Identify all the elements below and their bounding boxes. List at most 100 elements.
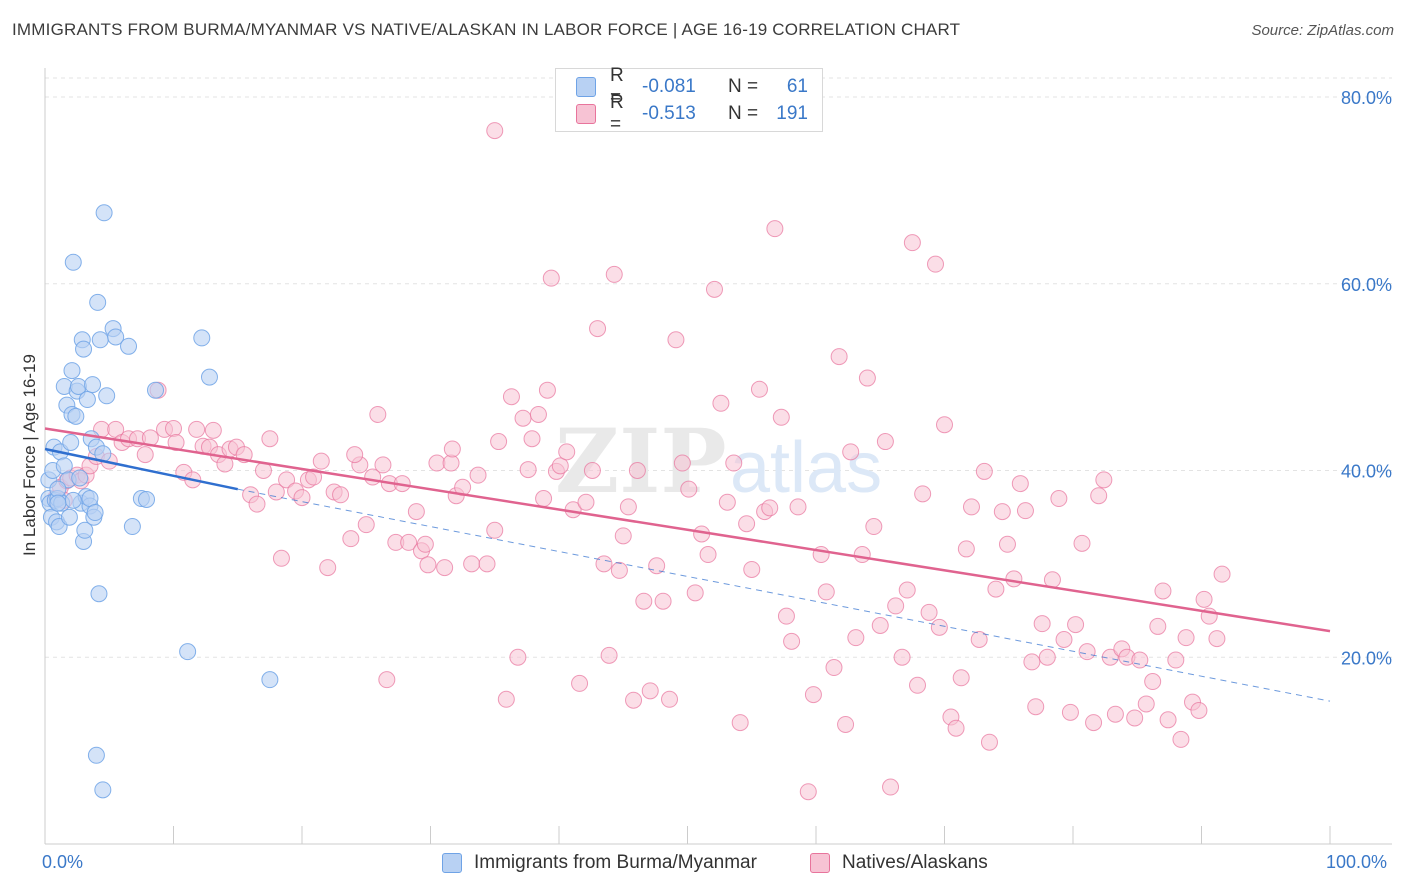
native-point [442, 454, 460, 472]
burma-point [120, 337, 138, 355]
native-point [416, 535, 434, 553]
native-point [654, 592, 672, 610]
burma-point [62, 433, 80, 451]
burma-point [147, 381, 165, 399]
native-point [595, 555, 613, 573]
native-point [853, 546, 871, 564]
native-point [478, 555, 496, 573]
native-point [529, 405, 547, 423]
native-point [738, 515, 756, 533]
native-point [469, 466, 487, 484]
native-point [772, 408, 790, 426]
native-point [497, 690, 515, 708]
x-tick-label-min: 0.0% [42, 852, 84, 872]
burma-point [71, 469, 89, 487]
native-point [619, 498, 637, 516]
native-point [272, 549, 290, 567]
native-point [993, 503, 1011, 521]
native-point [898, 581, 916, 599]
native-point [509, 648, 527, 666]
native-trend-line [44, 427, 1331, 633]
native-point [673, 454, 691, 472]
native-point [1090, 487, 1108, 505]
burma-point [87, 746, 105, 764]
burma-point [123, 518, 141, 536]
native-point [783, 632, 801, 650]
native-point [369, 405, 387, 423]
bottom-legend-burma: Immigrants from Burma/Myanmar [442, 852, 757, 874]
native-point [1190, 701, 1208, 719]
native-point [1126, 709, 1144, 727]
native-point [1137, 695, 1155, 713]
native-point [502, 388, 520, 406]
native-point [1095, 471, 1113, 489]
native-point [876, 433, 894, 451]
native-point [1208, 630, 1226, 648]
burma-point [261, 671, 279, 689]
native-point [486, 122, 504, 140]
native-point [799, 783, 817, 801]
native-point [1078, 643, 1096, 661]
legend-n-label: N = [728, 76, 759, 97]
native-point [305, 468, 323, 486]
y-tick-label: 40.0% [1341, 462, 1392, 482]
native-point [1023, 653, 1041, 671]
native-point [1038, 648, 1056, 666]
native-point [914, 485, 932, 503]
native-point [204, 421, 222, 439]
native-point [1159, 711, 1177, 729]
native-point [589, 320, 607, 338]
burma-point [94, 781, 112, 799]
burma-point [75, 340, 93, 358]
native-point [980, 733, 998, 751]
legend-row-burma: R = -0.081 N = 61 [576, 65, 808, 108]
native-point [167, 433, 185, 451]
burma-point [64, 491, 82, 509]
burma-point [84, 376, 102, 394]
burma-trend-dashed [237, 488, 1331, 702]
native-point [1033, 615, 1051, 633]
native-point [407, 503, 425, 521]
native-point [699, 546, 717, 564]
burma-point [90, 585, 108, 603]
native-point [519, 461, 537, 479]
native-point [712, 394, 730, 412]
native-point [667, 331, 685, 349]
native-point [614, 527, 632, 545]
chart-title: IMMIGRANTS FROM BURMA/MYANMAR VS NATIVE/… [12, 20, 961, 39]
native-point [577, 493, 595, 511]
native-point [1061, 703, 1079, 721]
native-point [858, 369, 876, 387]
burma-point [138, 490, 156, 508]
native-point [970, 631, 988, 649]
native-point [871, 617, 889, 635]
y-tick-label: 60.0% [1341, 275, 1392, 295]
burma-point [193, 329, 211, 347]
native-point [1016, 502, 1034, 520]
native-point [766, 220, 784, 238]
bottom-legend-label: Immigrants from Burma/Myanmar [474, 852, 757, 873]
native-point [1011, 475, 1029, 493]
native-point [975, 462, 993, 480]
native-point [705, 280, 723, 298]
burma-point [49, 494, 67, 512]
native-point [514, 409, 532, 427]
native-point [952, 669, 970, 687]
native-point [357, 516, 375, 534]
native-point [374, 456, 392, 474]
legend-r-label: R = [610, 65, 624, 108]
native-point [1172, 730, 1190, 748]
native-point [842, 443, 860, 461]
native-point [610, 561, 628, 579]
burma-point [76, 521, 94, 539]
native-point [777, 607, 795, 625]
native-point [743, 560, 761, 578]
native-point [346, 446, 364, 464]
native-point [750, 380, 768, 398]
native-point [893, 648, 911, 666]
native-point [903, 234, 921, 252]
native-point [957, 540, 975, 558]
native-point [865, 518, 883, 536]
legend-n-value: 61 [786, 76, 808, 97]
